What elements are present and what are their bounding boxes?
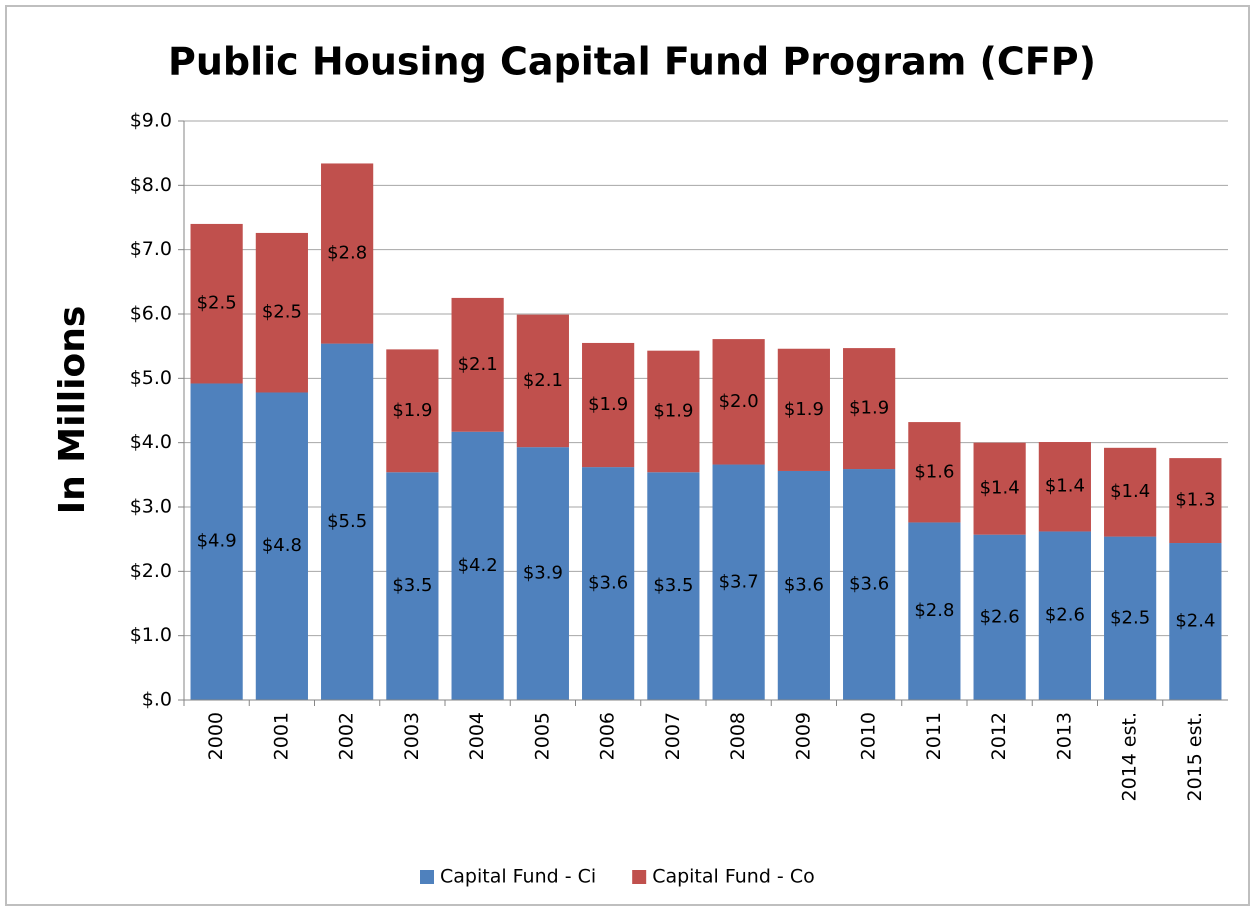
bar-segment bbox=[255, 232, 308, 393]
y-tick-label: $9.0 bbox=[130, 110, 172, 132]
data-label: $2.5 bbox=[197, 293, 237, 314]
bar-segment bbox=[1169, 543, 1222, 700]
x-tick-label: 2008 bbox=[727, 712, 749, 760]
data-label: $1.9 bbox=[392, 400, 432, 421]
x-tick-label: 2001 bbox=[270, 712, 292, 760]
x-tick-label: 2012 bbox=[988, 712, 1010, 760]
y-tick-label: $3.0 bbox=[130, 496, 172, 518]
bar-segment bbox=[321, 343, 374, 700]
data-label: $3.5 bbox=[653, 575, 693, 596]
bar-segment bbox=[1038, 442, 1091, 532]
data-label: $2.5 bbox=[1110, 607, 1150, 628]
x-tick-label: 2015 est. bbox=[1184, 712, 1206, 801]
data-label: $3.6 bbox=[849, 574, 889, 595]
y-tick-label: $1.0 bbox=[130, 624, 172, 646]
bar-segment bbox=[647, 472, 700, 700]
data-label: $3.6 bbox=[588, 573, 628, 594]
bar-segment bbox=[255, 392, 308, 700]
y-tick-label: $7.0 bbox=[130, 238, 172, 260]
bar-segment bbox=[712, 464, 765, 700]
data-label: $2.6 bbox=[980, 606, 1020, 627]
data-label: $2.0 bbox=[719, 391, 759, 412]
chart-title: Public Housing Capital Fund Program (CFP… bbox=[168, 40, 1096, 84]
data-label: $3.7 bbox=[719, 571, 759, 592]
y-tick-label: $5.0 bbox=[130, 367, 172, 389]
y-tick-label: $4.0 bbox=[130, 431, 172, 453]
bar-segment bbox=[1104, 536, 1157, 700]
data-label: $2.1 bbox=[523, 370, 563, 391]
bar-segment bbox=[582, 342, 635, 468]
bar-segment bbox=[647, 350, 700, 473]
data-label: $1.4 bbox=[980, 478, 1020, 499]
data-label: $5.5 bbox=[327, 511, 367, 532]
bar-segment bbox=[1038, 531, 1091, 700]
bar-segment bbox=[190, 223, 243, 384]
data-label: $4.2 bbox=[458, 555, 498, 576]
bar-segment bbox=[1169, 458, 1222, 544]
y-tick-label: $6.0 bbox=[130, 303, 172, 325]
data-label: $4.8 bbox=[262, 535, 302, 556]
x-tick-label: 2010 bbox=[858, 712, 880, 760]
data-label: $2.6 bbox=[1045, 605, 1085, 626]
data-label: $1.4 bbox=[1045, 476, 1085, 497]
data-label: $2.1 bbox=[458, 354, 498, 375]
data-label: $1.9 bbox=[588, 394, 628, 415]
bar-segment bbox=[777, 348, 830, 471]
legend-label: Capital Fund - Co bbox=[652, 866, 815, 888]
x-tick-label: 2014 est. bbox=[1119, 712, 1141, 801]
bar-segment bbox=[908, 522, 961, 700]
bar-segment bbox=[777, 470, 830, 700]
bar-segment bbox=[908, 422, 961, 523]
data-label: $3.9 bbox=[523, 563, 563, 584]
bar-segment bbox=[582, 467, 635, 700]
y-tick-label: $.0 bbox=[142, 689, 172, 711]
data-label: $1.9 bbox=[849, 398, 889, 419]
data-label: $1.9 bbox=[784, 399, 824, 420]
x-tick-label: 2007 bbox=[662, 712, 684, 760]
x-tick-label: 2006 bbox=[597, 712, 619, 760]
y-tick-label: $2.0 bbox=[130, 560, 172, 582]
bar-segment bbox=[451, 297, 504, 432]
data-label: $1.6 bbox=[914, 461, 954, 482]
x-tick-label: 2003 bbox=[401, 712, 423, 760]
data-label: $1.3 bbox=[1175, 490, 1215, 511]
data-label: $2.5 bbox=[262, 302, 302, 323]
data-label: $3.6 bbox=[784, 574, 824, 595]
bar-segment bbox=[321, 163, 374, 344]
legend-swatch bbox=[420, 870, 434, 884]
bar-segment bbox=[516, 447, 569, 700]
x-tick-label: 2011 bbox=[923, 712, 945, 760]
bar-segment bbox=[451, 431, 504, 700]
data-label: $1.4 bbox=[1110, 481, 1150, 502]
y-tick-label: $8.0 bbox=[130, 174, 172, 196]
bar-segment bbox=[843, 348, 896, 470]
bar-segment bbox=[712, 339, 765, 465]
bar-segment bbox=[843, 469, 896, 700]
bar-segment bbox=[973, 442, 1026, 535]
bar-segment bbox=[386, 349, 439, 473]
bar-segment bbox=[1104, 447, 1157, 537]
data-label: $2.8 bbox=[327, 243, 367, 264]
x-tick-label: 2004 bbox=[466, 712, 488, 760]
x-tick-label: 2009 bbox=[792, 712, 814, 760]
x-tick-label: 2002 bbox=[336, 712, 358, 760]
legend-swatch bbox=[632, 870, 647, 884]
bar-segment bbox=[516, 314, 569, 448]
legend-label: Capital Fund - Ci bbox=[440, 866, 596, 888]
data-label: $4.9 bbox=[197, 531, 237, 552]
bar-segment bbox=[190, 383, 243, 700]
data-label: $2.4 bbox=[1175, 611, 1215, 632]
bar-segment bbox=[973, 534, 1026, 700]
bar-segment bbox=[386, 472, 439, 700]
data-label: $3.5 bbox=[392, 575, 432, 596]
x-tick-label: 2005 bbox=[531, 712, 553, 760]
x-tick-label: 2013 bbox=[1053, 712, 1075, 760]
data-label: $2.8 bbox=[914, 600, 954, 621]
x-tick-label: 2000 bbox=[205, 712, 227, 760]
data-label: $1.9 bbox=[653, 400, 693, 421]
y-axis-label: In Millions bbox=[52, 306, 93, 515]
